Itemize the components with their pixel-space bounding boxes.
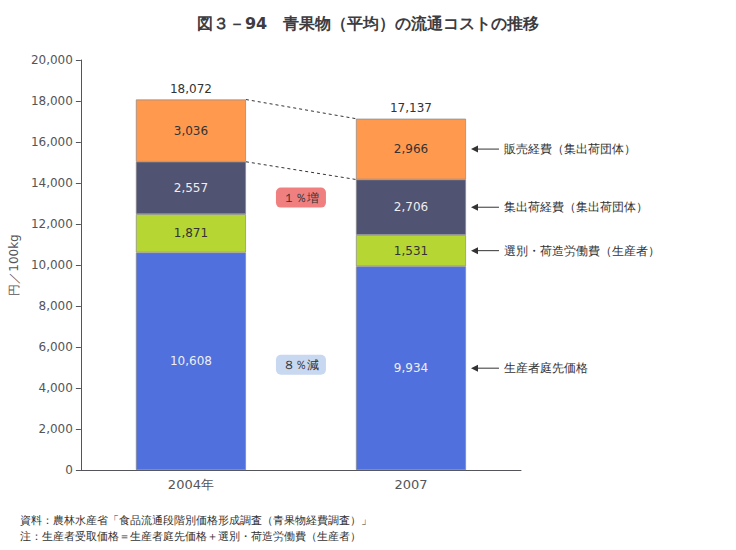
svg-text:3,036: 3,036 bbox=[174, 124, 208, 138]
svg-text:9,934: 9,934 bbox=[394, 361, 428, 375]
svg-text:集出荷経費（集出荷団体）: 集出荷経費（集出荷団体） bbox=[504, 200, 648, 214]
svg-text:資料：農林水産省「食品流通段階別価格形成調査（青果物経費調査: 資料：農林水産省「食品流通段階別価格形成調査（青果物経費調査）」 bbox=[20, 514, 372, 527]
svg-text:0: 0 bbox=[65, 463, 73, 477]
svg-text:16,000: 16,000 bbox=[31, 135, 73, 149]
svg-text:1,871: 1,871 bbox=[174, 226, 208, 240]
svg-text:販売経費（集出荷団体）: 販売経費（集出荷団体） bbox=[504, 142, 636, 156]
svg-text:6,000: 6,000 bbox=[39, 340, 73, 354]
svg-text:１％増: １％増 bbox=[283, 191, 319, 205]
svg-text:８％減: ８％減 bbox=[283, 358, 319, 372]
svg-text:図３－94 青果物（平均）の流通コストの推移: 図３－94 青果物（平均）の流通コストの推移 bbox=[197, 14, 539, 33]
svg-text:18,072: 18,072 bbox=[170, 82, 212, 96]
svg-text:18,000: 18,000 bbox=[31, 94, 73, 108]
svg-text:8,000: 8,000 bbox=[39, 299, 73, 313]
svg-text:2,966: 2,966 bbox=[394, 142, 428, 156]
svg-text:20,000: 20,000 bbox=[31, 53, 73, 67]
svg-text:2004年: 2004年 bbox=[168, 477, 214, 492]
svg-text:2,000: 2,000 bbox=[39, 422, 73, 436]
svg-text:14,000: 14,000 bbox=[31, 176, 73, 190]
svg-text:10,000: 10,000 bbox=[31, 258, 73, 272]
svg-text:12,000: 12,000 bbox=[31, 217, 73, 231]
svg-text:選別・荷造労働費（生産者）: 選別・荷造労働費（生産者） bbox=[504, 244, 660, 258]
svg-text:円／100kg: 円／100kg bbox=[7, 234, 21, 295]
svg-text:2007: 2007 bbox=[394, 477, 427, 492]
svg-text:1,531: 1,531 bbox=[394, 244, 428, 258]
svg-text:注：生産者受取価格＝生産者庭先価格＋選別・荷造労働費（生産者: 注：生産者受取価格＝生産者庭先価格＋選別・荷造労働費（生産者） bbox=[20, 530, 361, 543]
svg-text:4,000: 4,000 bbox=[39, 381, 73, 395]
svg-text:生産者庭先価格: 生産者庭先価格 bbox=[504, 361, 588, 375]
svg-text:10,608: 10,608 bbox=[170, 354, 212, 368]
svg-text:2,557: 2,557 bbox=[174, 181, 208, 195]
svg-text:2,706: 2,706 bbox=[394, 200, 428, 214]
svg-text:17,137: 17,137 bbox=[390, 101, 432, 115]
